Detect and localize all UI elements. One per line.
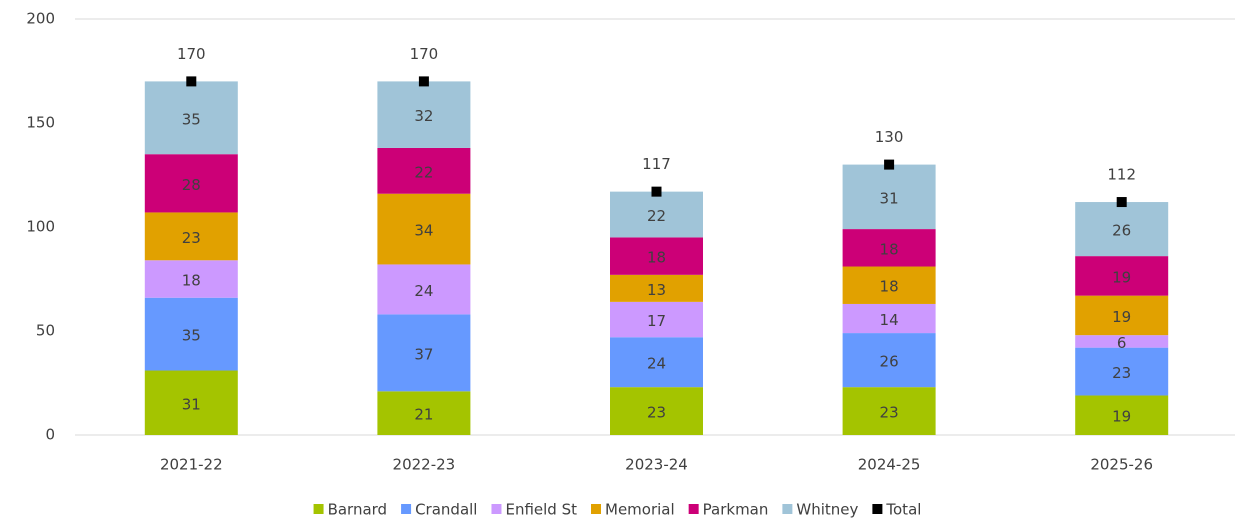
- bar-segment: [1075, 295, 1169, 336]
- data-label: 24: [414, 282, 433, 300]
- legend-label: Crandall: [415, 501, 477, 519]
- data-label: 37: [414, 345, 433, 363]
- data-label: 6: [1117, 334, 1127, 352]
- bar-segment: [144, 260, 238, 298]
- data-label: 31: [182, 395, 201, 413]
- bar-segment: [1075, 395, 1169, 435]
- total-marker: [651, 186, 662, 197]
- data-label: 22: [414, 163, 433, 181]
- legend-swatch: [872, 504, 883, 514]
- legend-swatch: [401, 504, 412, 514]
- data-label: 23: [647, 404, 666, 422]
- legend-label: Barnard: [328, 501, 388, 519]
- data-label: 23: [1112, 364, 1131, 382]
- bar-segment: [610, 191, 703, 238]
- legend-label: Memorial: [605, 501, 675, 519]
- bar-segment: [377, 81, 471, 148]
- bar-segment: [610, 237, 703, 275]
- bar-segment: [842, 164, 936, 230]
- legend-swatch: [688, 504, 699, 514]
- bar-segment: [377, 314, 471, 392]
- bar-segment: [610, 337, 703, 388]
- legend-label: Parkman: [703, 501, 769, 519]
- data-label: 18: [182, 272, 201, 290]
- legend-label: Total: [885, 501, 921, 519]
- bar-segment: [144, 370, 238, 435]
- total-marker: [1116, 197, 1127, 208]
- bar-segment: [842, 333, 936, 388]
- total-label: 170: [410, 45, 439, 63]
- bar-segment: [144, 154, 238, 213]
- legend-swatch: [491, 504, 502, 514]
- total-label: 130: [875, 128, 904, 146]
- bar-segment: [842, 303, 936, 334]
- legend-label: Enfield St: [505, 501, 577, 519]
- bar-segment: [144, 212, 238, 261]
- data-label: 21: [414, 406, 433, 424]
- bar-segment: [144, 297, 238, 371]
- y-tick-label: 100: [26, 218, 55, 236]
- bar-segment: [1075, 256, 1169, 296]
- total-marker: [418, 76, 429, 87]
- data-label: 32: [414, 107, 433, 125]
- data-label: 18: [647, 249, 666, 267]
- legend-swatch: [782, 504, 793, 514]
- legend-swatch: [591, 504, 601, 514]
- bar-segment: [842, 266, 936, 304]
- data-label: 19: [1112, 408, 1131, 426]
- total-marker: [186, 76, 197, 87]
- bar-segment: [144, 81, 238, 155]
- y-tick-label: 200: [26, 10, 55, 28]
- bar-segment: [1075, 347, 1169, 396]
- data-label: 19: [1112, 308, 1131, 326]
- bar-segment: [842, 387, 936, 435]
- data-label: 13: [647, 281, 666, 299]
- data-label: 23: [880, 404, 899, 422]
- data-label: 23: [182, 229, 201, 247]
- data-label: 26: [880, 353, 899, 371]
- x-tick-label: 2023-24: [625, 456, 688, 474]
- bar-segment: [610, 301, 703, 338]
- x-tick-label: 2022-23: [393, 456, 456, 474]
- y-tick-label: 150: [26, 114, 55, 132]
- data-label: 28: [182, 176, 201, 194]
- y-tick-label: 50: [36, 322, 55, 340]
- x-tick-label: 2025-26: [1090, 456, 1153, 474]
- data-label: 17: [647, 312, 666, 330]
- total-label: 170: [177, 45, 206, 63]
- bar-segment: [377, 147, 471, 194]
- bar-segment: [842, 229, 936, 267]
- total-marker: [884, 159, 895, 170]
- data-label: 35: [182, 110, 201, 128]
- y-tick-label: 0: [45, 426, 55, 444]
- data-label: 18: [880, 278, 899, 296]
- x-tick-label: 2021-22: [160, 456, 223, 474]
- data-label: 22: [647, 207, 666, 225]
- bar-segment: [377, 264, 471, 315]
- data-label: 31: [880, 189, 899, 207]
- total-label: 117: [642, 155, 671, 173]
- bar-segment: [610, 274, 703, 302]
- data-label: 26: [1112, 222, 1131, 240]
- data-label: 34: [414, 222, 433, 240]
- data-label: 35: [182, 327, 201, 345]
- bar-segment: [610, 387, 703, 435]
- bar-segment: [1075, 202, 1169, 257]
- data-label: 24: [647, 355, 666, 373]
- bar-segment: [377, 391, 471, 435]
- data-label: 14: [880, 311, 899, 329]
- legend-swatch: [313, 504, 324, 514]
- data-label: 19: [1112, 268, 1131, 286]
- bar-segment: [1075, 335, 1169, 348]
- legend-label: Whitney: [796, 501, 858, 519]
- x-tick-label: 2024-25: [858, 456, 921, 474]
- bar-segment: [377, 193, 471, 265]
- total-label: 112: [1107, 166, 1136, 184]
- data-label: 18: [880, 240, 899, 258]
